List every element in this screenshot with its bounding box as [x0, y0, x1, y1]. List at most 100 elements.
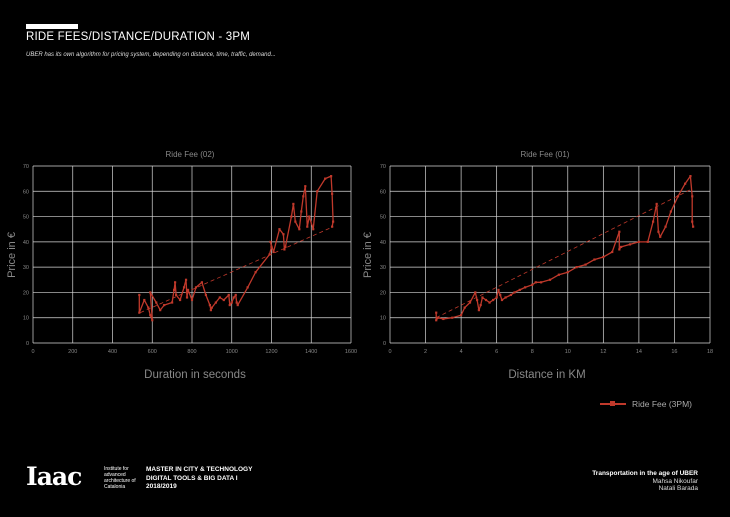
data-point [691, 195, 694, 198]
data-point [664, 225, 667, 228]
data-point [186, 288, 190, 291]
y-tick-label: 40 [23, 240, 29, 246]
data-point [204, 293, 208, 297]
y-axis-label: Price in € [362, 232, 374, 278]
data-point [284, 245, 287, 249]
data-point [306, 225, 309, 228]
data-point [174, 281, 177, 284]
data-point [302, 195, 305, 198]
data-point [300, 210, 303, 213]
credit-title: Transportation in the age of UBER [592, 470, 698, 477]
data-point [531, 283, 534, 286]
data-point [488, 301, 491, 304]
data-point [442, 317, 445, 321]
x-tick-label: 1200 [265, 349, 277, 355]
data-point [331, 225, 334, 228]
data-point [495, 296, 498, 299]
chart-legend: Ride Fee (3PM) [600, 399, 692, 409]
y-tick-label: 10 [23, 316, 29, 322]
data-point [182, 286, 186, 289]
data-point [159, 309, 162, 312]
data-point [618, 248, 621, 251]
data-point [684, 182, 687, 185]
data-point [147, 306, 150, 309]
chart-title: Ride Fee (02) [166, 150, 215, 159]
data-point [209, 309, 212, 312]
data-point [294, 220, 297, 223]
data-point [509, 293, 512, 297]
x-tick-label: 1600 [345, 349, 357, 355]
data-point [304, 185, 307, 188]
y-tick-label: 20 [380, 290, 386, 296]
y-tick-label: 40 [380, 240, 386, 246]
data-point [468, 301, 472, 304]
data-point [292, 202, 295, 206]
data-point [210, 306, 213, 309]
x-tick-label: 10 [565, 349, 571, 355]
data-point [436, 316, 440, 319]
data-point [332, 220, 335, 223]
data-point [155, 301, 158, 304]
x-tick-label: 6 [495, 349, 498, 355]
credit-author-2: Natali Barada [658, 485, 698, 492]
legend-label: Ride Fee (3PM) [632, 399, 692, 409]
data-point [194, 286, 198, 289]
data-point [143, 298, 146, 302]
program-line2: DIGITAL TOOLS & BIG DATA I [146, 474, 238, 482]
data-point [282, 233, 285, 236]
data-point [689, 175, 692, 178]
data-point [474, 291, 477, 294]
data-point [618, 230, 621, 233]
x-tick-label: 1400 [305, 349, 317, 355]
data-point [484, 298, 488, 302]
data-point [232, 296, 235, 299]
page-title: RIDE FEES/DISTANCE/DURATION - 3PM [26, 31, 251, 43]
x-tick-label: 16 [671, 349, 677, 355]
data-point [138, 293, 141, 297]
data-point [435, 311, 438, 314]
x-tick-label: 800 [187, 349, 196, 355]
data-point [481, 296, 484, 299]
data-point [151, 319, 154, 322]
data-point [620, 245, 623, 249]
data-point [518, 288, 521, 291]
y-tick-label: 30 [23, 265, 29, 271]
x-tick-label: 0 [388, 349, 391, 355]
data-point [308, 215, 311, 218]
program-year: 2018/2019 [146, 483, 177, 490]
data-point [324, 177, 327, 180]
data-point [534, 281, 537, 284]
data-point [611, 250, 614, 254]
data-point [460, 314, 463, 317]
data-point [230, 301, 233, 304]
data-point [218, 296, 221, 299]
data-point [692, 225, 695, 228]
data-point [548, 278, 552, 281]
data-point [234, 293, 237, 297]
data-point [270, 245, 273, 249]
y-tick-label: 0 [26, 341, 29, 347]
distance-chart: 0 10 20 30 40 50 60 70 0 2 4 6 8 10 12 14 16 18 Ride Fee (… [362, 150, 713, 381]
y-tick-label: 0 [383, 341, 386, 347]
data-point [278, 228, 281, 231]
program-info: MASTER IN CITY & TECHNOLOGY DIGITAL TOOL… [146, 466, 252, 492]
data-point [492, 298, 495, 302]
y-tick-label: 50 [380, 215, 386, 221]
data-point [316, 190, 319, 193]
data-point [330, 175, 333, 178]
data-point [331, 192, 334, 195]
data-point [504, 296, 507, 299]
x-axis-label: Duration in seconds [144, 369, 246, 381]
program-line1: MASTER IN CITY & TECHNOLOGY [146, 466, 253, 473]
institute-name: Institute for advanced architecture of C… [104, 466, 136, 490]
x-axis-label: Distance in KM [508, 369, 585, 381]
y-tick-label: 20 [23, 290, 29, 296]
data-point [499, 293, 502, 297]
data-point [652, 220, 655, 223]
data-point [235, 301, 238, 304]
data-point [185, 296, 189, 299]
data-point [298, 228, 301, 231]
data-point [602, 255, 605, 259]
data-point [566, 271, 569, 274]
credit-author-1: Mahsa Nikoufar [652, 477, 698, 485]
